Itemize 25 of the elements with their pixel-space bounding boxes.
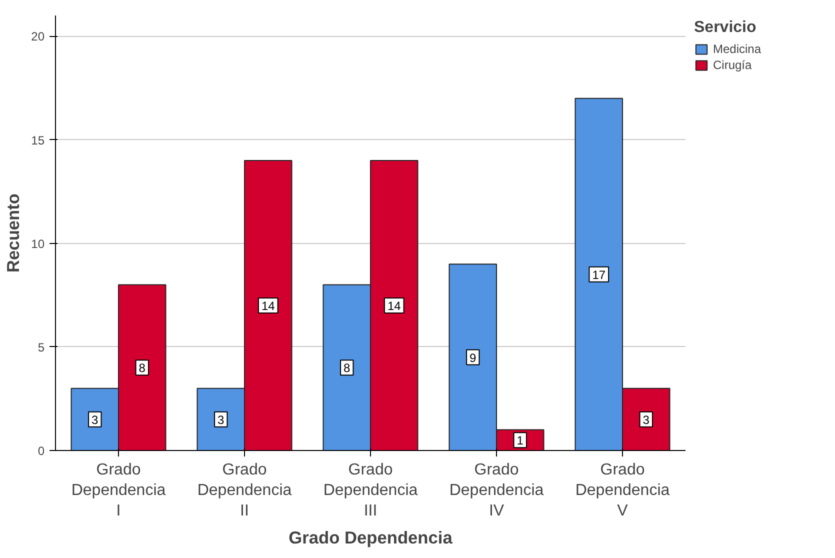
data-label: 17 <box>592 268 606 282</box>
x-tick-label: Grado Dependencia I <box>71 462 166 520</box>
data-label: 1 <box>516 434 524 448</box>
y-tick-label: 20 <box>31 30 45 44</box>
x-tick-label: Grado Dependencia V <box>575 462 670 520</box>
legend-label: Medicina <box>713 42 762 56</box>
x-tick-label: Grado Dependencia III <box>323 462 418 520</box>
data-label: 3 <box>642 412 650 427</box>
y-tick-label: 5 <box>38 340 45 354</box>
data-label: 14 <box>387 299 402 313</box>
data-label: 8 <box>138 361 146 376</box>
x-tick-label: Grado Dependencia II <box>197 462 292 520</box>
y-axis-title: Recuento <box>3 194 24 272</box>
data-label: 9 <box>470 350 477 365</box>
y-tick-label: 0 <box>38 444 45 458</box>
y-tick-label: 10 <box>31 236 45 251</box>
y-tick-label: 15 <box>31 133 45 148</box>
data-label: 14 <box>261 299 276 313</box>
x-axis-title: Grado Dependencia <box>288 527 453 548</box>
legend-title: Servicio <box>694 19 758 37</box>
data-label: 3 <box>92 412 99 427</box>
data-label: 3 <box>218 412 225 427</box>
legend-label: Cirugía <box>713 58 752 72</box>
data-label: 8 <box>344 361 351 376</box>
x-tick-label: Grado Dependencia IV <box>449 462 544 520</box>
